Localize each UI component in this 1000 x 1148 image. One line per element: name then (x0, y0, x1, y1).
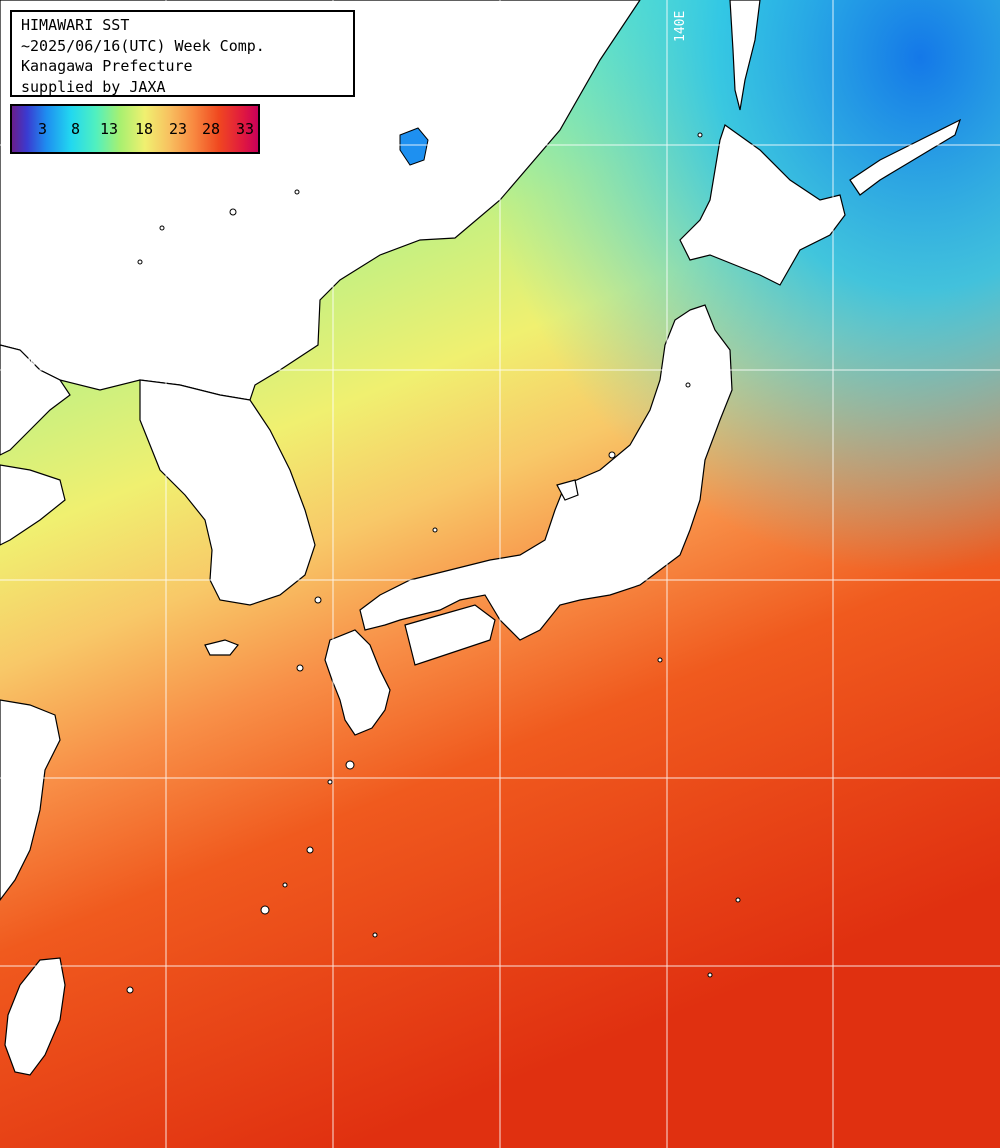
land-taiwan (4, 957, 66, 1076)
land-shikoku (404, 604, 496, 666)
scale-tick: 33 (236, 120, 255, 138)
scale-tick: 18 (135, 120, 154, 138)
latitude-label: 40N (12, 355, 35, 370)
land-kuril-islands (849, 118, 962, 196)
scale-tick: 23 (169, 120, 188, 138)
title-line: HIMAWARI SST (21, 16, 130, 34)
land-tsushima (204, 639, 239, 656)
land-china-coast (0, 699, 61, 901)
scale-tick: 3 (38, 120, 48, 138)
land-liaodong (0, 344, 71, 456)
land-sakhalin (729, 0, 761, 111)
small-islands (126, 132, 741, 994)
lake-khanka (399, 127, 429, 166)
land-hokkaido (679, 124, 846, 286)
land-korea-peninsula (139, 379, 316, 606)
landmasses (0, 0, 962, 1076)
land-honshu (359, 304, 733, 641)
region-line: Kanagawa Prefecture (21, 57, 193, 75)
longitude-label: 140E (673, 11, 688, 42)
date-line: ~2025/06/16(UTC) Week Comp. (21, 36, 265, 55)
scale-tick: 28 (202, 120, 221, 138)
scale-tick: 8 (71, 120, 81, 138)
land-shandong (0, 464, 66, 546)
land-kyushu (324, 629, 391, 736)
land-sado (556, 479, 579, 501)
color-scale: 3 8 13 18 23 28 33 (10, 104, 260, 154)
title-box: HIMAWARI SST ~2025/06/16(UTC) Week Comp.… (10, 10, 355, 97)
scale-tick: 13 (100, 120, 119, 138)
supplier-line: supplied by JAXA (21, 77, 166, 96)
